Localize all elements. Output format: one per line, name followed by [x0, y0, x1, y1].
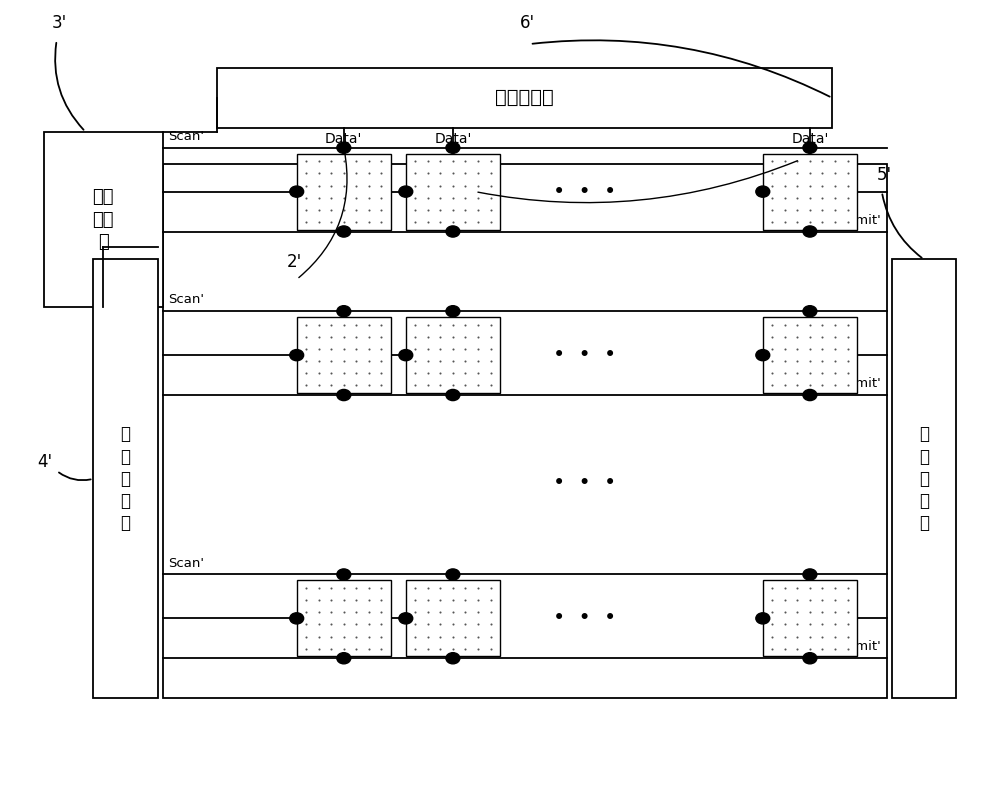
Circle shape	[803, 305, 817, 317]
Text: 6': 6'	[520, 14, 535, 32]
Text: Emit': Emit'	[848, 641, 882, 654]
Bar	[763, 318, 857, 393]
Text: 时序
控制
器: 时序 控制 器	[93, 189, 114, 251]
Circle shape	[756, 186, 770, 197]
Circle shape	[399, 613, 413, 624]
Text: 4': 4'	[37, 453, 52, 471]
Text: •  •  •: • • •	[553, 181, 616, 202]
Circle shape	[337, 389, 351, 401]
Circle shape	[803, 226, 817, 237]
Circle shape	[337, 142, 351, 153]
Circle shape	[756, 350, 770, 361]
Circle shape	[803, 142, 817, 153]
Circle shape	[337, 653, 351, 664]
Circle shape	[399, 186, 413, 197]
Circle shape	[446, 226, 460, 237]
Bar	[44, 132, 163, 307]
Text: Scan': Scan'	[168, 130, 204, 143]
Text: •  •  •: • • •	[553, 345, 616, 365]
Circle shape	[446, 569, 460, 580]
Text: Scan': Scan'	[168, 293, 204, 306]
Bar	[892, 260, 956, 698]
Bar	[763, 580, 857, 656]
Text: 发
射
控
制
器: 发 射 控 制 器	[919, 426, 929, 532]
Circle shape	[803, 569, 817, 580]
Circle shape	[337, 226, 351, 237]
Circle shape	[337, 305, 351, 317]
Text: •  •  •: • • •	[553, 473, 616, 492]
Circle shape	[290, 613, 304, 624]
Text: Emit': Emit'	[848, 377, 882, 390]
Bar	[163, 164, 887, 698]
Circle shape	[803, 653, 817, 664]
Bar	[297, 580, 391, 656]
Text: 5': 5'	[877, 166, 892, 184]
Text: Data': Data'	[434, 132, 472, 146]
Circle shape	[399, 350, 413, 361]
Circle shape	[290, 186, 304, 197]
Text: Emit': Emit'	[848, 214, 882, 226]
Circle shape	[446, 305, 460, 317]
Bar	[93, 260, 158, 698]
Text: Scan': Scan'	[168, 557, 204, 570]
Circle shape	[756, 613, 770, 624]
Bar	[297, 318, 391, 393]
Text: 扫
描
控
制
器: 扫 描 控 制 器	[121, 426, 131, 532]
Bar	[406, 154, 500, 230]
Text: 2': 2'	[287, 253, 302, 272]
Circle shape	[446, 653, 460, 664]
Bar	[217, 68, 832, 128]
Bar	[406, 580, 500, 656]
Text: 1': 1'	[465, 166, 481, 184]
Text: 3': 3'	[52, 14, 67, 32]
Text: 数据控制器: 数据控制器	[495, 89, 554, 107]
Circle shape	[446, 142, 460, 153]
Text: Data': Data'	[791, 132, 829, 146]
Text: •  •  •: • • •	[553, 609, 616, 629]
Circle shape	[290, 350, 304, 361]
Text: Data': Data'	[325, 132, 362, 146]
Bar	[763, 154, 857, 230]
Circle shape	[803, 389, 817, 401]
Circle shape	[446, 389, 460, 401]
Bar	[406, 318, 500, 393]
Bar	[297, 154, 391, 230]
Circle shape	[337, 569, 351, 580]
